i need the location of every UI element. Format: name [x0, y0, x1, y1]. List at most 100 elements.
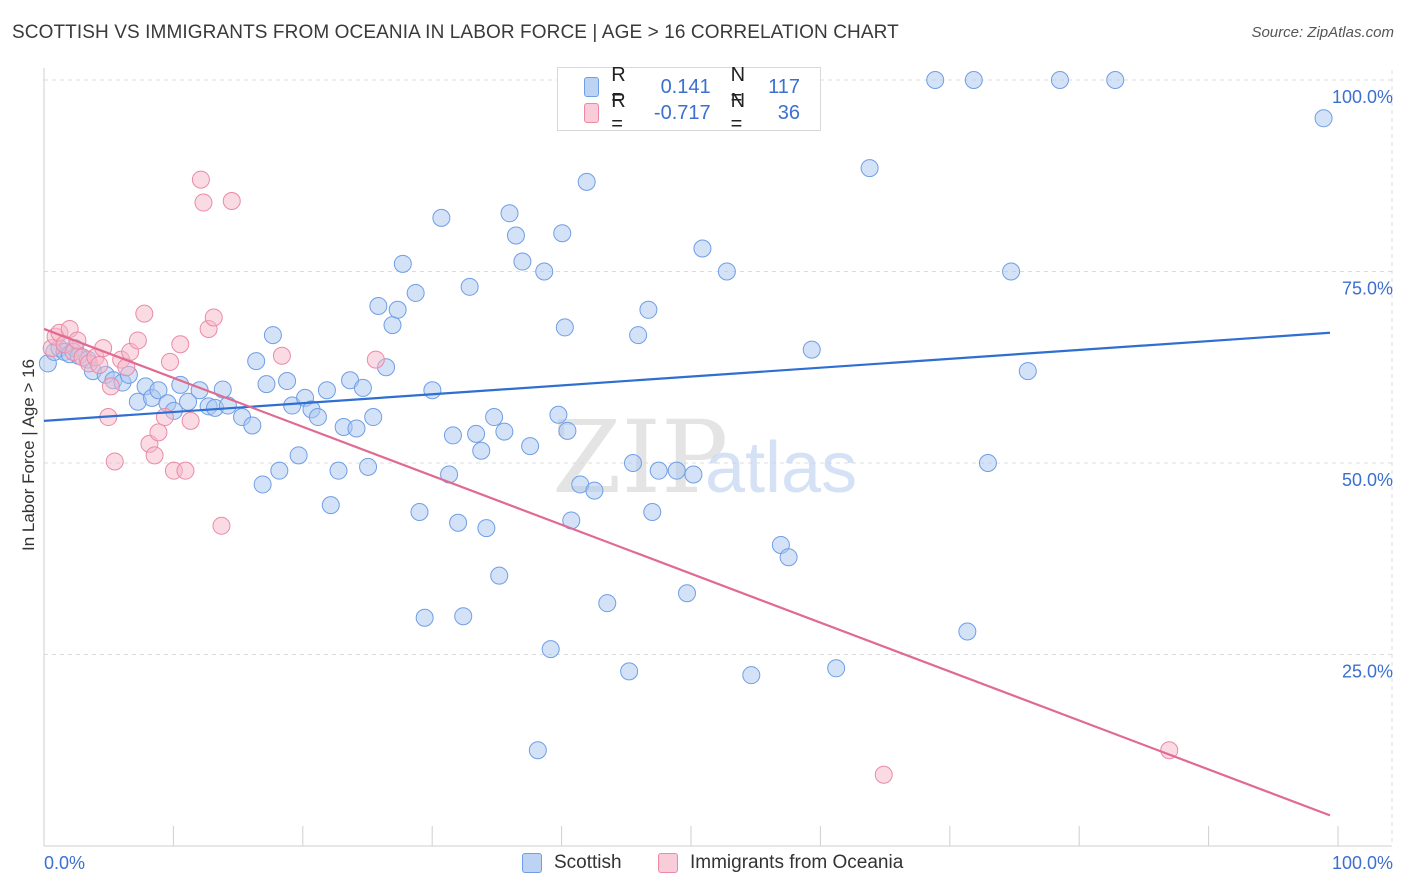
scottish-point — [964, 71, 983, 89]
scottish-point — [1314, 109, 1333, 128]
scottish-point — [383, 316, 402, 335]
scottish-point — [472, 441, 491, 460]
oceania-point — [366, 350, 385, 369]
scottish-point — [860, 159, 879, 178]
scottish-point — [620, 662, 639, 681]
scottish-point — [308, 408, 327, 427]
scottish-point — [553, 224, 572, 243]
scottish-point — [528, 741, 547, 760]
scottish-point — [149, 381, 168, 400]
scottish-point — [449, 513, 468, 532]
oceania-point — [874, 765, 893, 784]
scottish-point — [359, 457, 378, 476]
scottish-point — [443, 426, 462, 445]
x-tick-label: 100.0% — [1332, 853, 1393, 873]
oceania-point — [105, 452, 124, 471]
n-label: N = — [730, 64, 746, 109]
scottish-point — [369, 296, 388, 315]
oceania-swatch — [658, 853, 678, 873]
scottish-point — [513, 252, 532, 271]
scottish-point — [278, 372, 297, 391]
scottish-point — [779, 548, 798, 567]
scottish-point — [364, 408, 383, 427]
oceania-point — [194, 193, 213, 212]
scottish-point — [742, 666, 761, 685]
oceania-point — [176, 461, 195, 480]
n-value: 117 — [768, 75, 800, 98]
watermark: ZIP atlas — [552, 399, 857, 516]
scottish-point — [406, 283, 425, 302]
scottish-point — [317, 381, 336, 400]
oceania-point — [101, 377, 120, 396]
scottish-point — [495, 422, 514, 441]
trend-lines — [43, 327, 1331, 817]
legend-label-oceania: Immigrants from Oceania — [690, 852, 904, 873]
scottish-point — [247, 352, 266, 371]
scottish-point — [270, 461, 289, 480]
scottish-point — [454, 607, 473, 626]
scottish-point — [485, 408, 504, 427]
scottish-point — [1018, 362, 1037, 381]
legend-item-oceania[interactable]: Immigrants from Oceania — [658, 852, 903, 874]
correlation-legend: R = 0.141 N = 117 R = -0.717 N = 36 — [557, 64, 821, 135]
scottish-point — [490, 566, 509, 585]
oceania-point — [135, 304, 154, 323]
legend-row-scottish: R = 0.141 N = 117 — [584, 64, 820, 109]
scottish-point — [827, 659, 846, 678]
scottish-point — [623, 454, 642, 472]
n-label: N = — [730, 90, 746, 135]
oceania-point — [204, 308, 223, 327]
scottish-point — [926, 71, 945, 89]
oceania-point — [161, 352, 180, 371]
y-tick-label: 50.0% — [1342, 470, 1393, 490]
scottish-point — [347, 419, 366, 438]
scottish-point — [577, 172, 596, 191]
oceania-point — [222, 192, 241, 211]
scottish-point — [978, 454, 997, 472]
scottish-point — [1050, 71, 1069, 89]
oceania-point — [171, 335, 190, 354]
scottish-point — [213, 380, 232, 399]
series-legend: Scottish Immigrants from Oceania — [0, 852, 1406, 878]
oceania-point — [191, 170, 210, 189]
chart-title: SCOTTISH VS IMMIGRANTS FROM OCEANIA IN L… — [12, 22, 899, 43]
x-tick-label: 0.0% — [44, 853, 85, 873]
scottish-point — [329, 461, 348, 480]
oceania-point — [145, 446, 164, 465]
scottish-point — [253, 475, 272, 494]
r-label: R = — [611, 64, 626, 109]
scottish-point — [541, 640, 560, 659]
y-tick-label: 100.0% — [1332, 87, 1393, 107]
scottish-point — [1002, 262, 1021, 281]
scottish-point — [423, 381, 442, 400]
oceania-point — [90, 355, 109, 374]
n-value: 36 — [777, 101, 800, 124]
legend-item-scottish[interactable]: Scottish — [522, 852, 622, 874]
scottish-point — [506, 226, 525, 245]
scottish-point — [598, 594, 617, 613]
scottish-point — [678, 584, 696, 603]
scottish-point — [353, 378, 372, 397]
scottish-swatch — [522, 853, 542, 873]
scottish-point — [388, 300, 407, 319]
scottish-point — [263, 326, 282, 345]
scottish-point — [549, 405, 568, 424]
scottish-point — [460, 277, 479, 296]
scottish-swatch — [584, 77, 600, 97]
scottish-point — [667, 461, 686, 480]
r-value: -0.717 — [653, 101, 711, 124]
scottish-point — [639, 300, 658, 319]
scottish-point — [1106, 71, 1125, 89]
scottish-point — [585, 481, 604, 500]
scottish-point — [257, 375, 276, 394]
r-label: R = — [611, 90, 626, 135]
oceania-point — [212, 516, 231, 535]
scottish-point — [717, 262, 736, 281]
scottish-point — [218, 396, 237, 415]
scottish-point — [693, 239, 712, 258]
source-credit: Source: ZipAtlas.com — [1251, 24, 1394, 41]
oceania-point — [128, 331, 147, 350]
scottish-point — [643, 503, 662, 522]
watermark-zip: ZIP — [552, 399, 728, 516]
oceania-point — [149, 423, 168, 442]
